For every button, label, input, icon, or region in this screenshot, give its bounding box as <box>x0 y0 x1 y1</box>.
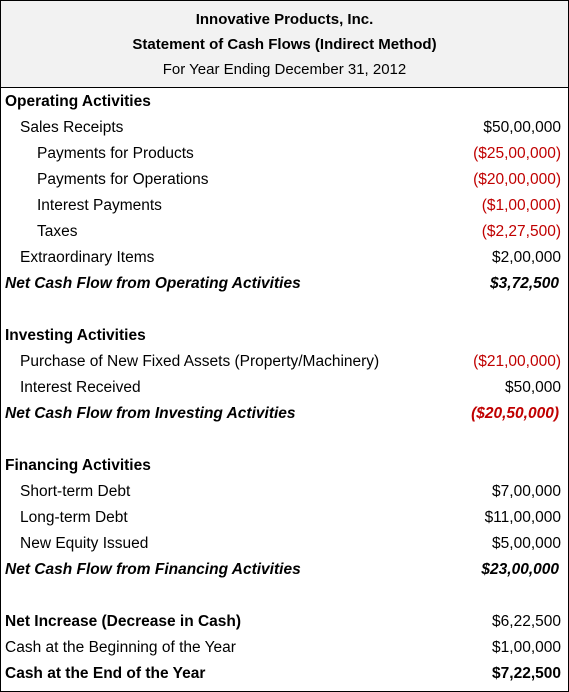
summary-amount: $7,22,500 <box>492 665 561 682</box>
line-amount: $5,00,000 <box>492 535 561 552</box>
line-label: Extraordinary Items <box>20 249 155 266</box>
summary-amount: $1,00,000 <box>492 639 561 656</box>
total-financing: Net Cash Flow from Financing Activities … <box>1 557 568 583</box>
summary-label: Net Increase (Decrease in Cash) <box>5 613 242 630</box>
line-item-new-equity: New Equity Issued $5,00,000 <box>1 531 568 557</box>
section-label: Financing Activities <box>5 457 151 474</box>
summary-cash-end: Cash at the End of the Year $7,22,500 <box>1 661 568 687</box>
total-label: Net Cash Flow from Investing Activities <box>5 405 296 422</box>
line-label: Payments for Products <box>37 145 194 162</box>
line-amount: ($20,00,000) <box>473 171 561 188</box>
line-amount: $7,00,000 <box>492 483 561 500</box>
line-label: Short-term Debt <box>20 483 131 500</box>
line-amount: ($25,00,000) <box>473 145 561 162</box>
line-item-taxes: Taxes ($2,27,500) <box>1 219 568 245</box>
line-label: Payments for Operations <box>37 171 209 188</box>
line-amount: ($21,00,000) <box>473 353 561 370</box>
total-amount: $23,00,000 <box>481 561 559 578</box>
line-item-extraordinary: Extraordinary Items $2,00,000 <box>1 245 568 271</box>
summary-amount: $6,22,500 <box>492 613 561 630</box>
line-label: Long-term Debt <box>20 509 128 526</box>
line-item-interest-payments: Interest Payments ($1,00,000) <box>1 193 568 219</box>
line-label: Taxes <box>37 223 78 240</box>
line-amount: $2,00,000 <box>492 249 561 266</box>
summary-label: Cash at the End of the Year <box>5 665 206 682</box>
total-amount: ($20,50,000) <box>471 405 559 422</box>
line-amount: $50,000 <box>504 379 561 396</box>
line-label: New Equity Issued <box>20 535 149 552</box>
statement-body: Operating Activities Sales Receipts $50,… <box>1 89 568 687</box>
total-label: Net Cash Flow from Operating Activities <box>5 275 301 292</box>
line-item-short-term-debt: Short-term Debt $7,00,000 <box>1 479 568 505</box>
total-operating: Net Cash Flow from Operating Activities … <box>1 271 568 297</box>
total-label: Net Cash Flow from Financing Activities <box>5 561 301 578</box>
spacer <box>1 427 568 453</box>
company-name: Innovative Products, Inc. <box>195 11 374 28</box>
line-amount: $11,00,000 <box>484 509 561 526</box>
line-amount: ($2,27,500) <box>481 223 561 240</box>
line-amount: $50,00,000 <box>483 119 561 136</box>
section-heading-operating: Operating Activities <box>1 89 568 115</box>
summary-net-increase: Net Increase (Decrease in Cash) $6,22,50… <box>1 609 568 635</box>
line-label: Sales Receipts <box>20 119 124 136</box>
section-heading-financing: Financing Activities <box>1 453 568 479</box>
section-label: Investing Activities <box>5 327 146 344</box>
statement-title: Statement of Cash Flows (Indirect Method… <box>132 36 437 53</box>
line-item-sales-receipts: Sales Receipts $50,00,000 <box>1 115 568 141</box>
line-item-payments-operations: Payments for Operations ($20,00,000) <box>1 167 568 193</box>
total-investing: Net Cash Flow from Investing Activities … <box>1 401 568 427</box>
section-heading-investing: Investing Activities <box>1 323 568 349</box>
line-amount: ($1,00,000) <box>481 197 561 214</box>
line-label: Interest Received <box>20 379 141 396</box>
spacer <box>1 583 568 609</box>
line-label: Purchase of New Fixed Assets (Property/M… <box>20 353 380 370</box>
line-item-interest-received: Interest Received $50,000 <box>1 375 568 401</box>
summary-cash-beginning: Cash at the Beginning of the Year $1,00,… <box>1 635 568 661</box>
line-item-purchase-assets: Purchase of New Fixed Assets (Property/M… <box>1 349 568 375</box>
spacer <box>1 297 568 323</box>
section-label: Operating Activities <box>5 93 151 110</box>
statement-period: For Year Ending December 31, 2012 <box>162 61 407 78</box>
statement-header: Innovative Products, Inc. Statement of C… <box>1 1 568 88</box>
line-label: Interest Payments <box>37 197 162 214</box>
line-item-long-term-debt: Long-term Debt $11,00,000 <box>1 505 568 531</box>
line-item-payments-products: Payments for Products ($25,00,000) <box>1 141 568 167</box>
total-amount: $3,72,500 <box>490 275 559 292</box>
summary-label: Cash at the Beginning of the Year <box>5 639 236 656</box>
